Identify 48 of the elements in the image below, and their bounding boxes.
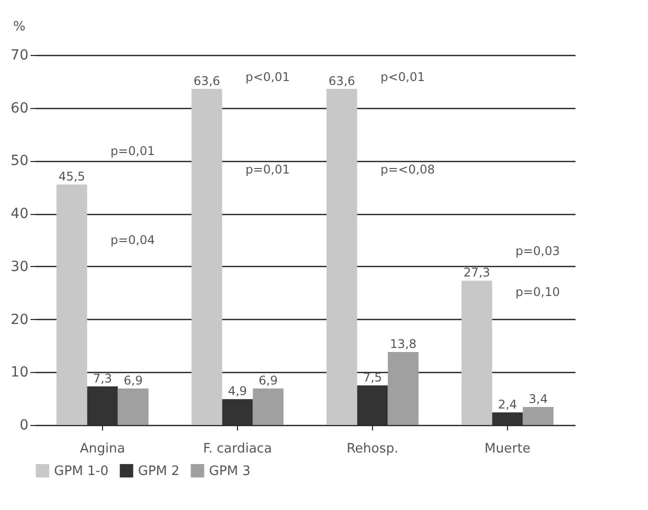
data-label: 45,5: [58, 170, 86, 184]
annotation: p=0,10: [516, 284, 560, 299]
data-label: 63,6: [193, 74, 220, 88]
x-tick-label: Angina: [80, 442, 126, 456]
bar: [252, 388, 284, 425]
data-label: 27,3: [463, 266, 490, 280]
annotation: p=0,03: [516, 244, 560, 258]
data-label: 7,3: [92, 371, 112, 386]
annotation: p<0,01: [246, 70, 290, 84]
y-tick-label: 50: [10, 153, 28, 170]
data-label: 4,9: [228, 384, 248, 398]
data-label: 2,4: [498, 397, 518, 412]
y-tick-label: 70: [10, 48, 28, 64]
bar: [222, 399, 253, 425]
annotation: p=0,01: [110, 144, 155, 158]
annotation: p=<0,08: [380, 162, 435, 177]
bar: [357, 385, 388, 425]
y-tick-label: 20: [10, 312, 28, 328]
y-tick-label: 10: [10, 364, 28, 381]
legend-label: GPM 3: [209, 464, 251, 479]
data-label: 63,6: [328, 74, 356, 88]
bar: [492, 412, 523, 425]
bar: [56, 184, 88, 425]
legend-label: GPM 1-0: [54, 464, 108, 479]
data-label: 6,9: [124, 374, 143, 388]
data-label: 7,5: [362, 370, 382, 384]
legend-label: GPM 2: [138, 464, 180, 479]
y-tick-label: 0: [20, 418, 28, 434]
bar: [118, 388, 149, 425]
y-tick-label: 30: [10, 258, 28, 275]
y-tick-label: 60: [10, 100, 28, 116]
data-label: 6,9: [258, 374, 278, 388]
bar: [326, 88, 358, 425]
annotation: p=0,04: [110, 233, 155, 247]
annotation: p<0,01: [380, 70, 425, 84]
annotation: p=0,01: [246, 162, 290, 177]
data-label: 13,8: [390, 337, 417, 352]
bar: [388, 352, 419, 425]
bar: [87, 386, 118, 425]
bar: [191, 88, 222, 425]
x-tick-label: F. cardiaca: [203, 442, 272, 456]
x-tick-label: Rehosp.: [346, 442, 398, 456]
bar: [522, 407, 554, 425]
y-axis-title: %: [13, 20, 26, 34]
x-tick-label: Muerte: [484, 442, 530, 456]
y-tick-label: 40: [10, 206, 28, 222]
data-label: 3,4: [528, 392, 548, 406]
bar: [461, 280, 492, 425]
